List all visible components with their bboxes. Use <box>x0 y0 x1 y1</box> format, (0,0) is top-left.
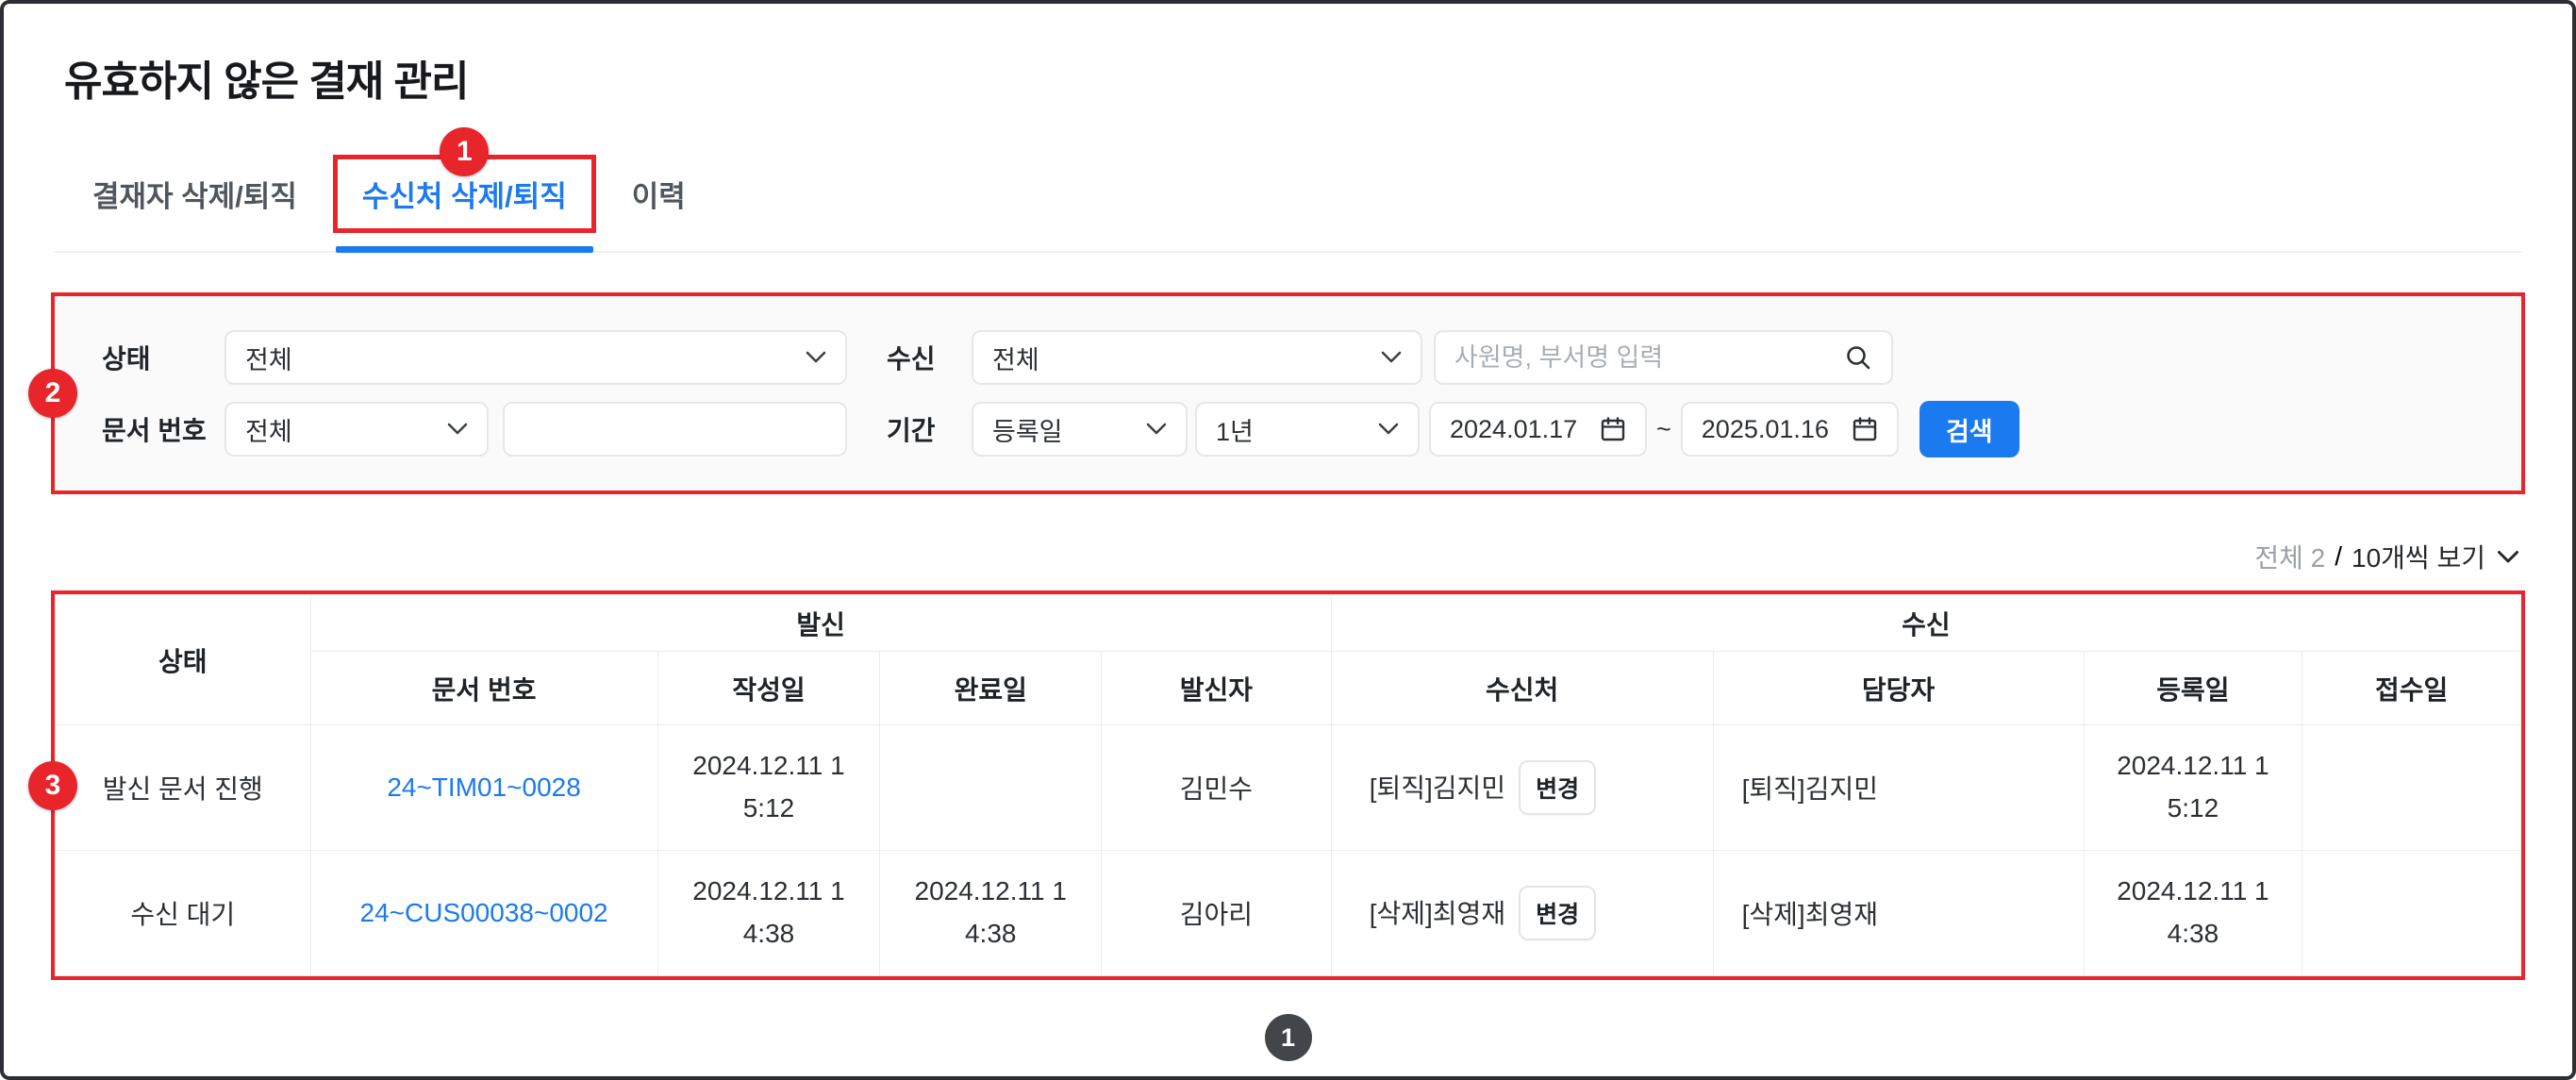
column-header-doc-no: 문서 번호 <box>309 651 658 725</box>
group-header-send: 발신 <box>309 594 1332 652</box>
manager-cell: [삭제]최영재 <box>1712 850 2085 976</box>
calendar-icon[interactable] <box>1600 416 1626 442</box>
doc-no-link[interactable]: 24~CUS00038~0002 <box>359 898 608 927</box>
date-to-field[interactable]: 2025.01.16 <box>1680 402 1899 457</box>
created-cell: 2024.12.11 14:38 <box>692 876 845 948</box>
tab-bar: 결재자 삭제/퇴직 1 수신처 삭제/퇴직 이력 <box>51 127 2525 253</box>
status-select[interactable]: 전체 <box>224 330 847 385</box>
tab-approver-delete-retire[interactable]: 결재자 삭제/퇴직 <box>92 180 297 213</box>
invalid-approval-table: 상태 발신 수신 문서 번호 작성일 완료일 발신자 수신처 담당자 등록일 접… <box>55 594 2522 976</box>
chevron-down-icon <box>2497 550 2519 564</box>
status-cell: 발신 문서 진행 <box>55 724 311 851</box>
pagination: 1 <box>51 1014 2525 1061</box>
chevron-down-icon <box>806 351 826 364</box>
column-header-created: 작성일 <box>656 651 881 725</box>
registered-cell: 2024.12.11 15:12 <box>2117 751 2269 822</box>
period-type-select[interactable]: 등록일 <box>972 402 1188 457</box>
receiver-search-field[interactable] <box>1434 330 1893 385</box>
column-header-manager: 담당자 <box>1712 651 2085 725</box>
period-range-select[interactable]: 1년 <box>1195 402 1420 457</box>
receiver-org-cell: [삭제]최영재 변경 <box>1330 850 1714 976</box>
tab-divider <box>55 251 2521 253</box>
search-icon[interactable] <box>1844 343 1872 372</box>
table-row: 발신 문서 진행 24~TIM01~0028 2024.12.11 15:12 … <box>55 724 2521 851</box>
tab-history[interactable]: 이력 <box>631 180 686 213</box>
search-button[interactable]: 검색 <box>1919 401 2019 457</box>
pagination-page-1[interactable]: 1 <box>1264 1014 1312 1061</box>
change-receiver-button[interactable]: 변경 <box>1519 886 1597 940</box>
doc-no-input[interactable] <box>524 414 826 444</box>
change-receiver-button[interactable]: 변경 <box>1519 760 1597 815</box>
invalid-approval-table-panel: 3 상태 발신 수신 문서 번호 작성일 완료일 <box>28 590 2525 980</box>
column-header-status: 상태 <box>55 594 311 725</box>
total-count-label: 전체 2 <box>2254 543 2326 573</box>
receive-select[interactable]: 전체 <box>972 330 1422 385</box>
receiver-search-input[interactable] <box>1454 342 1844 373</box>
annotation-badge-3: 3 <box>28 760 77 810</box>
list-controls: 전체 2 / 10개씩 보기 <box>51 538 2525 575</box>
invalid-approval-page: 유효하지 않은 결재 관리 결재자 삭제/퇴직 1 수신처 삭제/퇴직 이력 2… <box>4 47 2572 1061</box>
filter-row-2: 문서 번호 전체 기간 등록일 1년 <box>102 401 2484 457</box>
status-cell: 수신 대기 <box>55 850 311 976</box>
annotation-badge-2: 2 <box>28 369 77 418</box>
sender-cell: 김민수 <box>1101 724 1332 851</box>
completed-cell <box>879 724 1103 851</box>
annotation-box-tab: 1 수신처 삭제/퇴직 <box>332 127 596 253</box>
page-title: 유효하지 않은 결재 관리 <box>64 58 469 105</box>
doc-no-link[interactable]: 24~TIM01~0028 <box>387 773 581 802</box>
manager-cell: [퇴직]김지민 <box>1712 724 2085 851</box>
page-size-select[interactable]: 10개씩 보기 <box>2352 538 2519 575</box>
status-filter-label: 상태 <box>102 344 151 374</box>
annotation-badge-1: 1 <box>440 127 490 176</box>
calendar-icon[interactable] <box>1852 416 1878 442</box>
chevron-down-icon <box>1146 423 1167 436</box>
tab-receiver-delete-retire[interactable]: 수신처 삭제/퇴직 <box>361 180 567 213</box>
group-header-receive: 수신 <box>1330 594 2522 652</box>
filter-row-1: 상태 전체 수신 전체 <box>102 330 2484 385</box>
receiver-org-cell: [퇴직]김지민 변경 <box>1330 724 1714 851</box>
chevron-down-icon <box>1381 351 1402 364</box>
date-range-separator: ~ <box>1656 414 1671 443</box>
received-cell <box>2302 724 2521 851</box>
column-header-sender: 발신자 <box>1101 651 1332 725</box>
created-cell: 2024.12.11 15:12 <box>692 751 845 822</box>
received-cell <box>2302 850 2521 976</box>
doc-no-filter-label: 문서 번호 <box>102 416 207 445</box>
chevron-down-icon <box>1378 423 1399 436</box>
list-controls-divider: / <box>2335 541 2343 571</box>
table-row: 수신 대기 24~CUS00038~0002 2024.12.11 14:38 … <box>55 850 2521 976</box>
completed-cell: 2024.12.11 14:38 <box>914 876 1067 948</box>
column-header-completed: 완료일 <box>879 651 1103 725</box>
doc-no-type-select[interactable]: 전체 <box>224 402 489 457</box>
registered-cell: 2024.12.11 14:38 <box>2117 876 2269 948</box>
search-filter-panel: 2 상태 전체 수신 전체 <box>28 292 2525 494</box>
column-header-registered: 등록일 <box>2083 651 2303 725</box>
chevron-down-icon <box>447 423 468 436</box>
sender-cell: 김아리 <box>1101 850 1332 976</box>
column-header-received: 접수일 <box>2302 651 2521 725</box>
period-filter-label: 기간 <box>887 416 936 445</box>
date-from-field[interactable]: 2024.01.17 <box>1429 402 1647 457</box>
receive-filter-label: 수신 <box>887 344 936 374</box>
doc-no-input-field[interactable] <box>503 402 847 457</box>
column-header-receiver-org: 수신처 <box>1330 651 1714 725</box>
